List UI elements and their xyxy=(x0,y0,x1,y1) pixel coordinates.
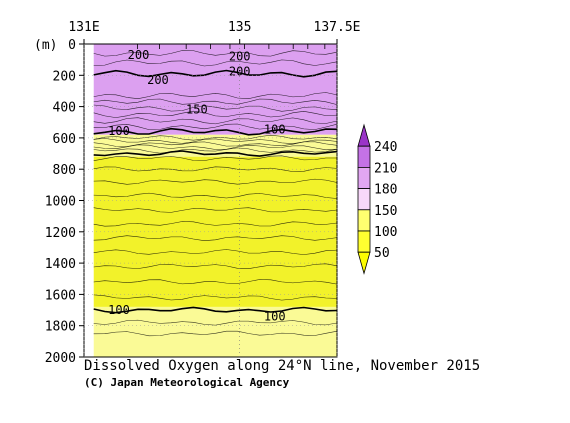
fill-band xyxy=(93,306,337,357)
colorbar-level-label: 180 xyxy=(374,183,397,198)
contour-line xyxy=(93,92,337,99)
colorbar-segment xyxy=(357,145,371,168)
contour-line xyxy=(93,330,337,337)
contour-line xyxy=(93,279,337,285)
contour-line xyxy=(93,249,337,255)
contour-line xyxy=(93,138,337,144)
contour-label: 100 xyxy=(108,303,130,317)
contour-line xyxy=(93,207,337,213)
x-tick-label: 135 xyxy=(228,20,251,35)
axes: 131E 135 137.5E 0 200 400 600 800 1000 1200 1400 16… xyxy=(34,20,360,366)
contour-line xyxy=(93,192,337,199)
contour-line xyxy=(93,263,337,269)
contour-line xyxy=(93,59,337,67)
colorbar-level-label: 150 xyxy=(374,204,397,219)
colorbar-level-label: 100 xyxy=(374,225,397,240)
contour-line xyxy=(93,104,337,112)
y-tick-label: 1200 xyxy=(45,226,76,241)
colorbar-segment xyxy=(357,188,371,211)
contour-label: 200 xyxy=(128,48,150,62)
contour-label: 150 xyxy=(186,103,208,117)
contour-line xyxy=(93,117,337,125)
colorbar-arrow-top xyxy=(357,123,371,147)
contour-line-bold xyxy=(93,306,337,314)
contour-line-bold xyxy=(93,69,337,78)
y-tick-label: 1600 xyxy=(45,288,76,303)
contour-line xyxy=(93,166,337,172)
contour-line-bold xyxy=(93,150,337,157)
contour-line xyxy=(93,144,337,151)
colorbar-segment xyxy=(357,230,371,253)
contour-line xyxy=(93,123,337,130)
contour-line xyxy=(93,155,337,161)
y-tick-label: 2000 xyxy=(45,351,76,366)
colorbar-level-label: 210 xyxy=(374,161,397,176)
colorbar-level-label: 50 xyxy=(374,246,390,261)
y-tick-label: 1000 xyxy=(45,195,76,210)
contour-line xyxy=(93,294,337,301)
y-tick-label: 1800 xyxy=(45,320,76,335)
y-tick-label: 0 xyxy=(68,38,76,53)
contour-label: 200 xyxy=(229,64,251,78)
y-tick-label: 800 xyxy=(53,163,76,178)
colorbar: 240 210 180 150 100 50 xyxy=(357,123,397,275)
chart-title: Dissolved Oxygen along 24°N line, Novemb… xyxy=(84,358,481,374)
fill-band xyxy=(93,134,337,157)
contour-label: 200 xyxy=(147,73,169,87)
contour-line xyxy=(93,147,337,154)
contour-label: 100 xyxy=(264,122,286,136)
contour-line xyxy=(93,235,337,241)
credit-line: (C) Japan Meteorological Agency xyxy=(84,376,290,389)
colorbar-arrow-bottom xyxy=(357,251,371,275)
y-tick-label: 600 xyxy=(53,132,76,147)
colorbar-segment xyxy=(357,209,371,232)
contour-line xyxy=(93,98,337,105)
y-axis-label: (m) xyxy=(34,38,57,53)
y-tick-label: 200 xyxy=(53,69,76,84)
contour-line-bold xyxy=(93,127,337,136)
contour-line xyxy=(93,110,337,118)
x-tick-label: 131E xyxy=(68,20,99,35)
contour-line xyxy=(93,178,337,185)
contour-line xyxy=(93,50,337,57)
contour-line xyxy=(93,221,337,227)
x-tick-label: 137.5E xyxy=(314,20,361,35)
contour-lines xyxy=(93,50,337,337)
fill-band xyxy=(93,44,337,135)
y-tick-label: 1400 xyxy=(45,257,76,272)
contour-label: 100 xyxy=(264,309,286,323)
contour-line xyxy=(93,134,337,141)
contour-line xyxy=(93,319,337,326)
colorbar-segment xyxy=(357,166,371,189)
contour-label: 100 xyxy=(108,124,130,138)
y-tick-label: 400 xyxy=(53,101,76,116)
colorbar-level-label: 240 xyxy=(374,140,397,155)
